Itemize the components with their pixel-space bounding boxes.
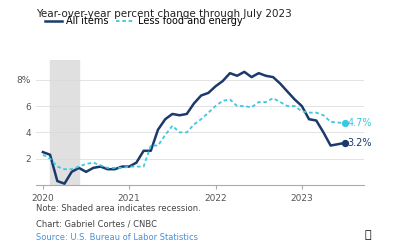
Text: 4.7%: 4.7% [348,118,372,128]
Bar [50,60,79,185]
Point [342,121,348,125]
Text: Source: U.S. Bureau of Labor Statistics: Source: U.S. Bureau of Labor Statistics [36,234,198,242]
Text: Year-over-year percent change through July 2023: Year-over-year percent change through Ju… [36,9,292,19]
Legend: All items, Less food and energy: All items, Less food and energy [41,12,246,30]
Text: Chart: Gabriel Cortes / CNBC: Chart: Gabriel Cortes / CNBC [36,219,157,228]
Text: 3.2%: 3.2% [348,138,372,148]
Point [342,141,348,145]
Text: Note: Shaded area indicates recession.: Note: Shaded area indicates recession. [36,204,201,213]
Text: 🦚: 🦚 [365,230,371,240]
